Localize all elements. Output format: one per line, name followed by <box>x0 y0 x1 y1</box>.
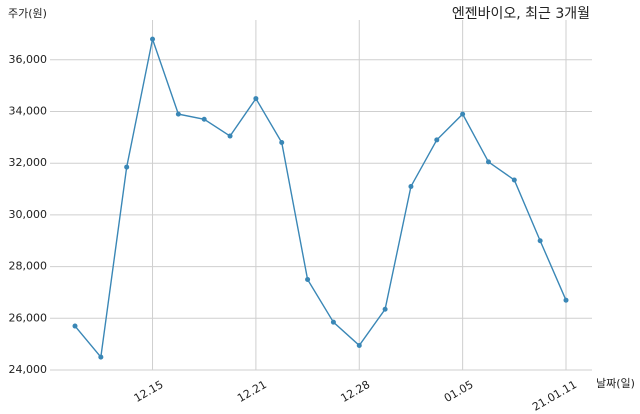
point <box>330 319 336 325</box>
point <box>175 111 181 117</box>
point <box>72 323 78 329</box>
y-tick-label: 34,000 <box>9 105 48 118</box>
y-tick-label: 30,000 <box>9 208 48 221</box>
point <box>382 306 388 312</box>
point <box>253 96 259 102</box>
point <box>98 354 104 360</box>
y-tick-label: 32,000 <box>9 156 48 169</box>
point <box>537 238 543 244</box>
x-axis-label: 날짜(일) <box>596 376 635 390</box>
point <box>563 297 569 303</box>
point <box>227 133 233 139</box>
point <box>511 177 517 183</box>
x-tick-label: 12.15 <box>132 378 166 405</box>
point <box>279 140 285 146</box>
point <box>460 111 466 117</box>
y-tick-label: 28,000 <box>9 260 48 273</box>
point <box>485 159 491 165</box>
point <box>150 36 156 42</box>
point <box>356 342 362 348</box>
point <box>124 164 130 170</box>
x-tick-label: 01.05 <box>442 378 476 405</box>
point <box>201 116 207 122</box>
y-tick-label: 26,000 <box>9 311 48 324</box>
x-tick-label: 12.21 <box>235 378 269 405</box>
y-tick-label: 36,000 <box>9 53 48 66</box>
chart-title: 엔젠바이오, 최근 3개월 <box>452 6 590 22</box>
x-tick-label: 21.01.11 <box>530 378 579 414</box>
line <box>74 36 567 359</box>
point <box>305 277 311 283</box>
x-tick-label: 12.28 <box>338 378 372 405</box>
point <box>434 137 440 143</box>
y-axis-label: 주가(원) <box>8 7 47 20</box>
point <box>408 183 414 189</box>
y-tick-label: 24,000 <box>9 363 48 376</box>
